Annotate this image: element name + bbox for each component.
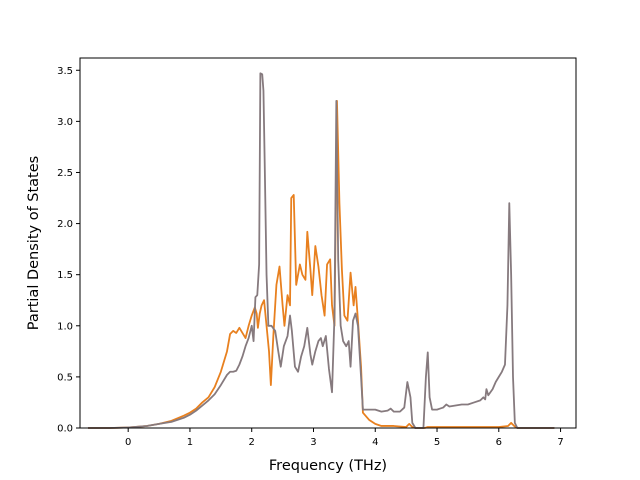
y-tick-label: 0.0 bbox=[57, 424, 73, 435]
y-tick-label: 1.0 bbox=[57, 321, 73, 332]
x-axis-label: Frequency (THz) bbox=[269, 458, 387, 474]
plot-frame bbox=[79, 57, 577, 429]
y-tick-label: 3.5 bbox=[57, 66, 73, 77]
x-tick-label: 2 bbox=[249, 437, 255, 448]
x-tick-label: 5 bbox=[434, 437, 440, 448]
x-tick-label: 4 bbox=[372, 437, 378, 448]
y-axis: 0.0 0.5 1.0 1.5 2.0 2.5 3.0 3.5 bbox=[57, 66, 80, 435]
x-axis: 0 1 2 3 4 5 6 7 bbox=[125, 428, 564, 448]
x-tick-label: 1 bbox=[187, 437, 193, 448]
y-tick-label: 0.5 bbox=[57, 372, 73, 383]
x-tick-label: 3 bbox=[310, 437, 316, 448]
x-tick-label: 7 bbox=[557, 437, 563, 448]
series-layer bbox=[88, 72, 555, 429]
x-tick-label: 6 bbox=[496, 437, 502, 448]
y-tick-label: 2.5 bbox=[57, 168, 73, 179]
y-tick-label: 1.5 bbox=[57, 270, 73, 281]
series-line-2 bbox=[88, 72, 555, 429]
y-axis-label: Partial Density of States bbox=[26, 156, 42, 330]
series-line-1 bbox=[88, 100, 555, 429]
y-tick-label: 3.0 bbox=[57, 117, 73, 128]
x-tick-label: 0 bbox=[125, 437, 131, 448]
y-tick-label: 2.0 bbox=[57, 219, 73, 230]
